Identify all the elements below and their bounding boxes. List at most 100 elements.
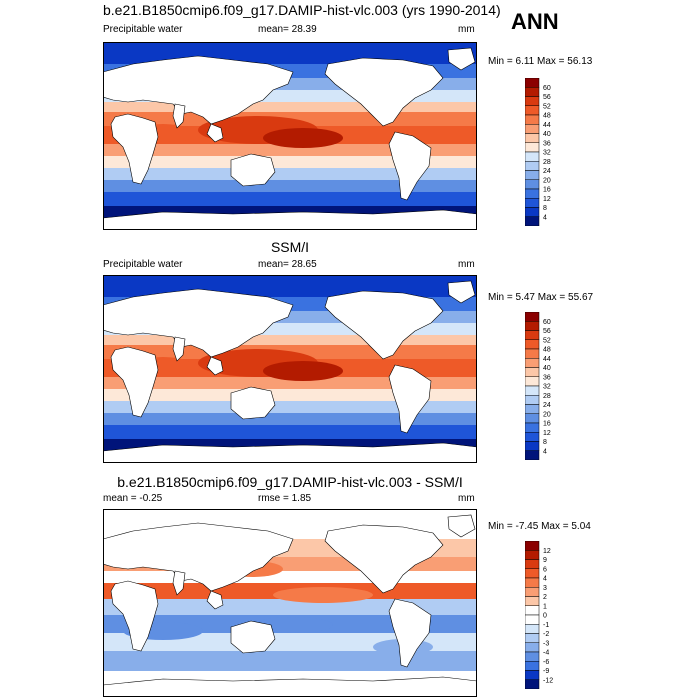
colorbar-box — [525, 170, 540, 180]
colorbar: 12 9 6 4 3 2 1 0 -1 -2 -3 -4 -6 -9 -12 — [525, 541, 553, 689]
colorbar-tick-label: 48 — [543, 347, 551, 354]
colorbar-box — [525, 568, 540, 579]
colorbar-box — [525, 624, 540, 634]
colorbar-tick-label: -6 — [543, 659, 549, 666]
colorbar-tick-label: -9 — [543, 668, 549, 675]
mean-label: mean= 28.65 — [258, 259, 317, 270]
field-band — [103, 599, 477, 615]
colorbar-box — [525, 413, 540, 424]
continent-outline — [110, 580, 159, 652]
map-frame — [103, 275, 477, 463]
colorbar-box — [525, 105, 540, 116]
colorbar-box — [525, 605, 540, 616]
field-blob — [273, 587, 373, 603]
colorbar-tick-label: 48 — [543, 113, 551, 120]
continent-outline — [447, 47, 476, 71]
continent-outline — [103, 676, 477, 697]
colorbar-box — [525, 395, 540, 405]
colorbar-box — [525, 207, 540, 217]
colorbar-tick-label: 60 — [543, 319, 551, 326]
colorbar-tick-label: 52 — [543, 103, 551, 110]
colorbar-box — [525, 151, 540, 162]
continent-outline — [103, 522, 294, 592]
colorbar-tick-label: 16 — [543, 187, 551, 194]
colorbar-box — [525, 321, 540, 331]
continent-outline — [110, 113, 159, 185]
colorbar-tick-label: 44 — [543, 122, 551, 129]
colorbar-box — [525, 633, 540, 643]
colorbar-box — [525, 385, 540, 396]
colorbar-tick-label: 1 — [543, 603, 547, 610]
colorbar-tick-label: 12 — [543, 196, 551, 203]
colorbar-tick-label: 20 — [543, 411, 551, 418]
colorbar-tick-label: 40 — [543, 365, 551, 372]
colorbar-box — [525, 133, 540, 143]
colorbar-box — [525, 96, 540, 106]
colorbar-box — [525, 376, 540, 387]
units-label: mm — [458, 493, 475, 504]
map-frame — [103, 509, 477, 697]
continent-outline — [103, 209, 477, 230]
minmax-label: Min = 6.11 Max = 56.13 — [488, 56, 593, 67]
colorbar-tick-label: 52 — [543, 337, 551, 344]
panel-title: SSM/I — [270, 239, 310, 255]
continent-outline — [172, 570, 186, 596]
field-band — [103, 401, 477, 413]
field-band — [103, 651, 477, 671]
colorbar-tick-label: 36 — [543, 374, 551, 381]
colorbar-box — [525, 358, 540, 368]
colorbar-tick-label: 56 — [543, 328, 551, 335]
colorbar-box — [525, 441, 540, 451]
continent-outline — [447, 280, 476, 304]
colorbar-box — [525, 179, 540, 190]
field-band — [103, 335, 477, 345]
colorbar-box — [525, 161, 540, 171]
colorbar-tick-label: -3 — [543, 640, 549, 647]
continent-outline — [172, 336, 186, 362]
world-map — [103, 509, 477, 697]
field-band — [103, 168, 477, 180]
colorbar-tick-label: -4 — [543, 650, 549, 657]
colorbar-tick-label: 32 — [543, 150, 551, 157]
colorbar-tick-label: 44 — [543, 356, 551, 363]
colorbar-box — [525, 577, 540, 588]
colorbar-tick-label: 56 — [543, 94, 551, 101]
colorbar-box — [525, 670, 540, 680]
field-band — [103, 156, 477, 168]
colorbar-box — [525, 541, 540, 551]
colorbar-tick-label: 12 — [543, 430, 551, 437]
colorbar-tick-label: 36 — [543, 140, 551, 147]
continent-outline — [324, 290, 444, 360]
colorbar-box — [525, 124, 540, 134]
continent-outline — [447, 514, 476, 538]
field-band — [103, 413, 477, 425]
panel-title: b.e21.B1850cmip6.f09_g17.DAMIP-hist-vlc.… — [117, 474, 463, 490]
panel-title: b.e21.B1850cmip6.f09_g17.DAMIP-hist-vlc.… — [103, 2, 501, 18]
colorbar-box — [525, 550, 540, 560]
map-frame — [103, 42, 477, 230]
continent-outline — [324, 524, 444, 594]
colorbar-tick-label: -1 — [543, 622, 549, 629]
field-blob — [253, 617, 333, 633]
field-band — [103, 180, 477, 192]
colorbar-box — [525, 114, 540, 125]
colorbar-tick-label: 40 — [543, 131, 551, 138]
field-band — [103, 377, 477, 389]
colorbar-box — [525, 348, 540, 359]
field-band — [103, 144, 477, 156]
colorbar: 60 56 52 48 44 40 36 32 28 24 20 16 12 8 4 — [525, 78, 551, 226]
colorbar-box — [525, 642, 540, 653]
continent-outline — [206, 590, 224, 610]
continent-outline — [103, 55, 294, 125]
continent-outline — [103, 288, 294, 358]
colorbar-box — [525, 87, 540, 97]
colorbar-tick-label: 28 — [543, 393, 551, 400]
colorbar-tick-label: 16 — [543, 421, 551, 428]
colorbar-box — [525, 422, 540, 433]
continent-outline — [230, 386, 276, 420]
continent-outline — [388, 364, 432, 434]
variable-label: Precipitable water — [103, 259, 183, 270]
colorbar-box — [525, 404, 540, 414]
colorbar-box — [525, 450, 540, 460]
variable-label: Precipitable water — [103, 24, 183, 35]
